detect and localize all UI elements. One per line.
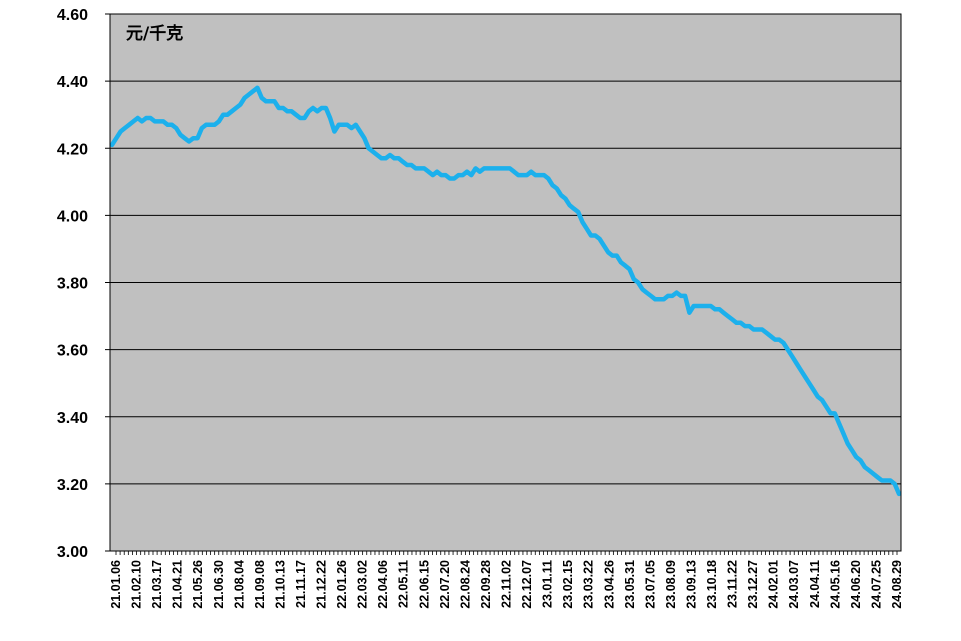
x-tick-label: 21.06.30 [212,560,226,609]
x-tick-label: 23.08.09 [664,560,678,609]
gridlines [110,80,901,485]
x-axis-ticks: 21.01.06 21.02.10 21.03.17 21.04.21 21.05.26… [109,551,904,609]
x-tick-label: 21.01.06 [109,560,123,609]
y-axis-ticks: 3.00 3.20 3.40 3.60 3.80 4.00 4.20 4.40 4.60 [57,7,110,561]
x-tick-label: 21.10.13 [273,560,287,609]
x-tick-label: 22.03.02 [356,560,370,609]
x-tick-label: 22.05.11 [397,560,411,608]
y-tick-label: 4.20 [57,141,88,158]
x-tick-label: 22.07.20 [438,560,452,609]
x-tick-label: 22.01.26 [335,560,349,609]
x-tick-label: 24.03.07 [787,560,801,609]
x-tick-label: 23.12.27 [746,560,760,609]
x-tick-label: 21.04.21 [171,560,185,609]
unit-label: 元/千克 [126,23,183,44]
y-tick-label: 3.60 [57,343,88,360]
y-tick-label: 3.00 [57,544,88,561]
x-tick-label: 24.08.29 [890,560,904,609]
x-tick-label: 21.09.08 [253,560,267,609]
x-tick-label: 24.06.20 [849,560,863,609]
y-tick-label: 3.40 [57,410,88,427]
plot-border [109,13,902,552]
x-tick-label: 23.07.05 [643,560,657,609]
x-tick-label: 22.08.24 [458,560,472,609]
x-tick-label: 23.09.13 [684,560,698,609]
x-tick-label: 24.07.25 [869,560,883,609]
y-tick-label: 4.60 [57,7,88,24]
x-tick-label: 23.10.18 [705,560,719,609]
x-tick-label: 22.12.07 [520,560,534,609]
x-tick-label: 23.01.11 [541,560,555,608]
x-tick-label: 24.05.16 [828,560,842,609]
y-tick-label: 3.20 [57,477,88,494]
x-tick-label: 24.04.11 [808,560,822,608]
x-tick-label: 23.03.22 [582,560,596,609]
x-tick-label: 22.06.15 [417,560,431,609]
x-tick-label: 23.11.22 [726,560,740,608]
price-series-line [109,85,902,497]
y-tick-label: 4.00 [57,208,88,225]
x-tick-label: 21.02.10 [130,560,144,609]
x-tick-label: 22.04.06 [376,560,390,609]
x-tick-label: 21.03.17 [150,560,164,609]
x-tick-label: 21.12.22 [315,560,329,609]
x-tick-label: 22.11.02 [500,560,514,608]
x-tick-label: 24.02.01 [767,560,781,609]
x-tick-label: 23.05.31 [623,560,637,609]
x-tick-label: 23.02.15 [561,560,575,609]
x-tick-label: 21.08.04 [232,560,246,609]
y-tick-label: 3.80 [57,276,88,293]
x-tick-label: 23.04.26 [602,560,616,609]
y-tick-label: 4.40 [57,74,88,91]
x-tick-label: 21.11.17 [294,560,308,608]
x-tick-label: 22.09.28 [479,560,493,609]
x-tick-label: 21.05.26 [191,560,205,609]
